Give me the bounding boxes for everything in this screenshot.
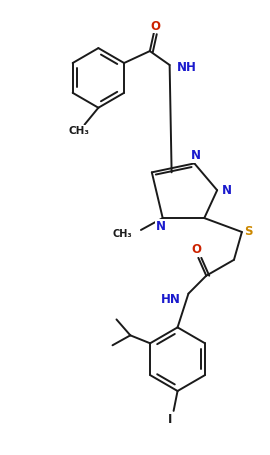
Text: S: S	[245, 226, 253, 238]
Text: NH: NH	[177, 61, 196, 75]
Text: N: N	[156, 219, 166, 233]
Text: N: N	[222, 184, 232, 197]
Text: HN: HN	[161, 293, 181, 306]
Text: O: O	[151, 20, 161, 33]
Text: O: O	[191, 243, 201, 256]
Text: CH₃: CH₃	[68, 126, 89, 136]
Text: I: I	[167, 413, 172, 426]
Text: CH₃: CH₃	[112, 229, 132, 239]
Text: N: N	[191, 149, 201, 162]
